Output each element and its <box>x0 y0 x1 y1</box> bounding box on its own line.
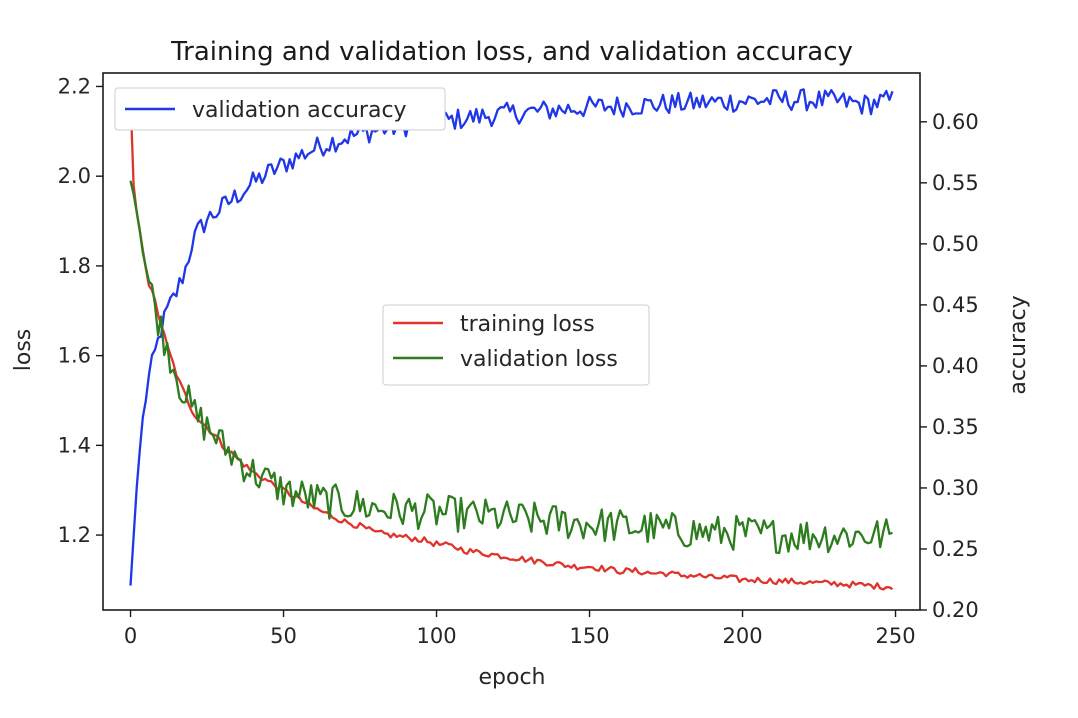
legend-label-validation-accuracy: validation accuracy <box>192 98 407 123</box>
series-line-training-loss <box>129 95 894 591</box>
x-axis-ticks: 0 50 100 150 200 250 <box>124 610 916 648</box>
y-left-tick-label: 1.4 <box>58 433 91 457</box>
chart-title: Training and validation loss, and valida… <box>170 37 853 67</box>
y-right-tick-label: 0.30 <box>932 476 979 500</box>
y-left-axis-label: loss <box>11 329 36 372</box>
y-right-tick-label: 0.60 <box>932 110 979 134</box>
y-left-axis-ticks: 1.2 1.4 1.6 1.8 2.0 2.2 <box>58 74 103 547</box>
x-tick-label: 0 <box>124 624 137 648</box>
legend-label-training-loss: training loss <box>460 312 595 337</box>
x-tick-label: 200 <box>722 624 762 648</box>
y-left-tick-label: 2.0 <box>58 164 91 188</box>
y-right-tick-label: 0.25 <box>932 537 979 561</box>
x-tick-label: 250 <box>875 624 915 648</box>
y-right-tick-label: 0.55 <box>932 171 979 195</box>
legend-top-left: validation accuracy <box>114 87 446 131</box>
y-left-tick-label: 2.2 <box>58 74 91 98</box>
x-axis-label: epoch <box>479 665 546 690</box>
y-right-axis-ticks: 0.20 0.25 0.30 0.35 0.40 0.45 0.50 0.55 0.60 <box>920 110 979 622</box>
x-tick-label: 100 <box>416 624 456 648</box>
legend-center: training loss validation loss <box>382 304 650 386</box>
y-right-tick-label: 0.40 <box>932 354 979 378</box>
y-left-tick-label: 1.8 <box>58 254 91 278</box>
x-tick-label: 150 <box>569 624 609 648</box>
legend-label-validation-loss: validation loss <box>460 347 618 372</box>
y-left-tick-label: 1.6 <box>58 344 91 368</box>
y-left-tick-label: 1.2 <box>58 523 91 547</box>
y-right-axis-label: accuracy <box>1006 295 1031 394</box>
series-line-validation-loss <box>129 180 893 555</box>
y-right-tick-label: 0.20 <box>932 598 979 622</box>
y-right-tick-label: 0.50 <box>932 232 979 256</box>
y-right-tick-label: 0.45 <box>932 293 979 317</box>
y-right-tick-label: 0.35 <box>932 415 979 439</box>
series-line-validation-accuracy <box>129 88 894 586</box>
series-layer <box>129 88 894 591</box>
x-tick-label: 50 <box>270 624 297 648</box>
